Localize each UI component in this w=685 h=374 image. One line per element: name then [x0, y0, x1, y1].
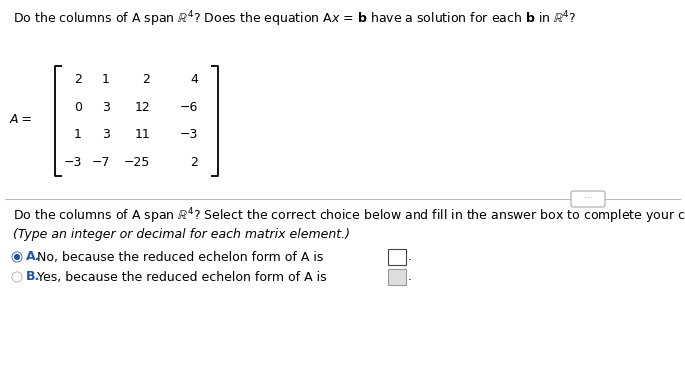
- Circle shape: [12, 252, 22, 262]
- Text: .: .: [408, 251, 412, 264]
- Text: B.: B.: [25, 270, 40, 283]
- Text: 2: 2: [74, 73, 82, 86]
- Circle shape: [13, 253, 21, 261]
- Text: Yes, because the reduced echelon form of A is: Yes, because the reduced echelon form of…: [37, 270, 327, 283]
- Text: 4: 4: [190, 73, 198, 86]
- Text: −6: −6: [179, 101, 198, 114]
- Text: 2: 2: [190, 156, 198, 169]
- Text: ···: ···: [584, 194, 593, 203]
- FancyBboxPatch shape: [388, 249, 406, 265]
- Text: −3: −3: [64, 156, 82, 169]
- FancyBboxPatch shape: [388, 269, 406, 285]
- Text: 2: 2: [142, 73, 150, 86]
- Text: .: .: [408, 270, 412, 283]
- Text: A.: A.: [25, 251, 40, 264]
- Text: 3: 3: [102, 101, 110, 114]
- Text: Do the columns of A span $\mathbb{R}^{4}$? Does the equation A$x$ = $\mathbf{b}$: Do the columns of A span $\mathbb{R}^{4}…: [13, 9, 577, 29]
- Text: 12: 12: [134, 101, 150, 114]
- Text: 3: 3: [102, 128, 110, 141]
- Text: A =: A =: [10, 113, 33, 126]
- Text: (Type an integer or decimal for each matrix element.): (Type an integer or decimal for each mat…: [13, 227, 350, 240]
- Text: No, because the reduced echelon form of A is: No, because the reduced echelon form of …: [37, 251, 323, 264]
- Circle shape: [14, 255, 19, 260]
- Text: 1: 1: [102, 73, 110, 86]
- Text: 1: 1: [74, 128, 82, 141]
- Text: Do the columns of A span $\mathbb{R}^{4}$? Select the correct choice below and f: Do the columns of A span $\mathbb{R}^{4}…: [13, 206, 685, 226]
- Text: 0: 0: [74, 101, 82, 114]
- Text: −3: −3: [179, 128, 198, 141]
- Text: −25: −25: [123, 156, 150, 169]
- Text: −7: −7: [92, 156, 110, 169]
- Circle shape: [12, 272, 22, 282]
- Circle shape: [13, 273, 21, 281]
- Text: 11: 11: [134, 128, 150, 141]
- FancyBboxPatch shape: [571, 191, 605, 207]
